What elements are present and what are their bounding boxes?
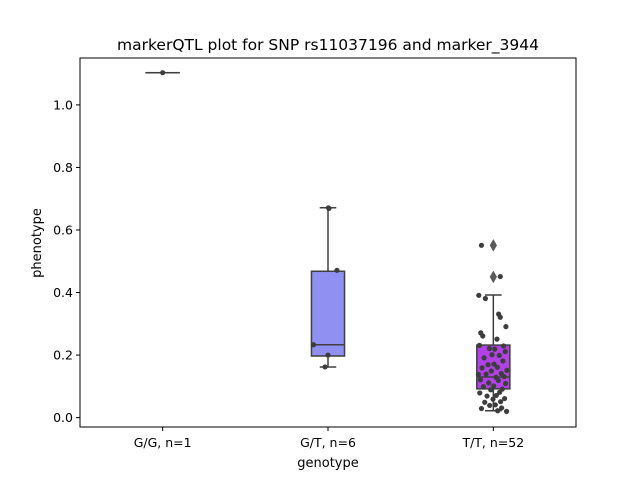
data-point xyxy=(503,324,509,330)
data-point xyxy=(478,405,485,412)
y-tick-label: 0.2 xyxy=(53,348,73,363)
data-point xyxy=(487,402,493,409)
data-point xyxy=(497,389,503,395)
x-tick-label: G/T, n=6 xyxy=(300,435,356,450)
y-tick-label: 0.4 xyxy=(53,285,73,300)
data-point xyxy=(322,364,328,370)
x-axis-label: genotype xyxy=(297,456,358,471)
points-layer xyxy=(160,70,510,414)
data-point xyxy=(475,371,482,378)
data-point xyxy=(488,368,494,374)
data-point xyxy=(485,362,491,368)
data-point xyxy=(492,402,498,408)
data-point xyxy=(482,399,488,405)
data-point xyxy=(480,384,487,390)
data-point xyxy=(501,374,507,380)
data-point xyxy=(476,342,483,348)
chart-title: markerQTL plot for SNP rs11037196 and ma… xyxy=(117,36,539,55)
y-tick-label: 0.8 xyxy=(53,160,73,175)
data-point xyxy=(500,358,506,364)
data-point xyxy=(477,377,484,383)
data-point xyxy=(478,242,485,248)
data-point xyxy=(482,295,488,302)
box-body xyxy=(310,270,346,357)
data-point xyxy=(494,364,500,370)
data-point xyxy=(491,361,497,367)
y-tick-label: 0.6 xyxy=(53,222,73,237)
data-point xyxy=(501,395,508,402)
data-point xyxy=(504,367,510,373)
data-point xyxy=(481,355,487,361)
data-point xyxy=(486,380,492,386)
data-point xyxy=(484,393,490,399)
data-point xyxy=(334,267,340,273)
data-point xyxy=(499,405,505,411)
data-point xyxy=(477,390,483,396)
data-point xyxy=(491,383,497,389)
data-point xyxy=(310,342,317,348)
data-point xyxy=(495,377,501,384)
data-point xyxy=(476,292,482,298)
data-point xyxy=(503,408,510,414)
data-point xyxy=(488,387,494,393)
data-point xyxy=(479,365,485,371)
data-point xyxy=(490,396,496,402)
data-point xyxy=(493,392,499,399)
y-axis: 0.0 0.2 0.4 0.6 0.8 1.0 xyxy=(53,97,80,425)
data-point xyxy=(160,70,166,76)
data-point xyxy=(502,380,509,387)
data-point xyxy=(486,345,492,352)
data-point xyxy=(494,336,500,342)
data-point xyxy=(489,352,495,358)
y-axis-label: phenotype xyxy=(30,208,45,278)
x-tick-label: G/G, n=1 xyxy=(134,435,192,450)
data-point xyxy=(495,408,501,414)
outlier-marker xyxy=(489,238,497,252)
outlier-marker xyxy=(489,270,497,284)
data-point xyxy=(498,399,504,405)
data-point xyxy=(502,349,508,355)
data-point xyxy=(497,314,503,320)
y-tick-label: 0.0 xyxy=(53,410,73,425)
y-tick-label: 1.0 xyxy=(53,97,73,112)
data-point xyxy=(480,333,486,339)
box-group xyxy=(310,207,346,368)
data-point xyxy=(325,352,331,358)
data-point xyxy=(492,346,498,352)
boxes-layer xyxy=(145,71,511,412)
data-point xyxy=(497,273,503,280)
data-point xyxy=(500,343,507,349)
data-point xyxy=(326,205,332,212)
x-axis: G/G, n=1 G/T, n=6 T/T, n=52 xyxy=(134,427,524,450)
data-point xyxy=(483,371,489,377)
x-tick-label: T/T, n=52 xyxy=(461,435,524,450)
data-point xyxy=(496,352,502,358)
